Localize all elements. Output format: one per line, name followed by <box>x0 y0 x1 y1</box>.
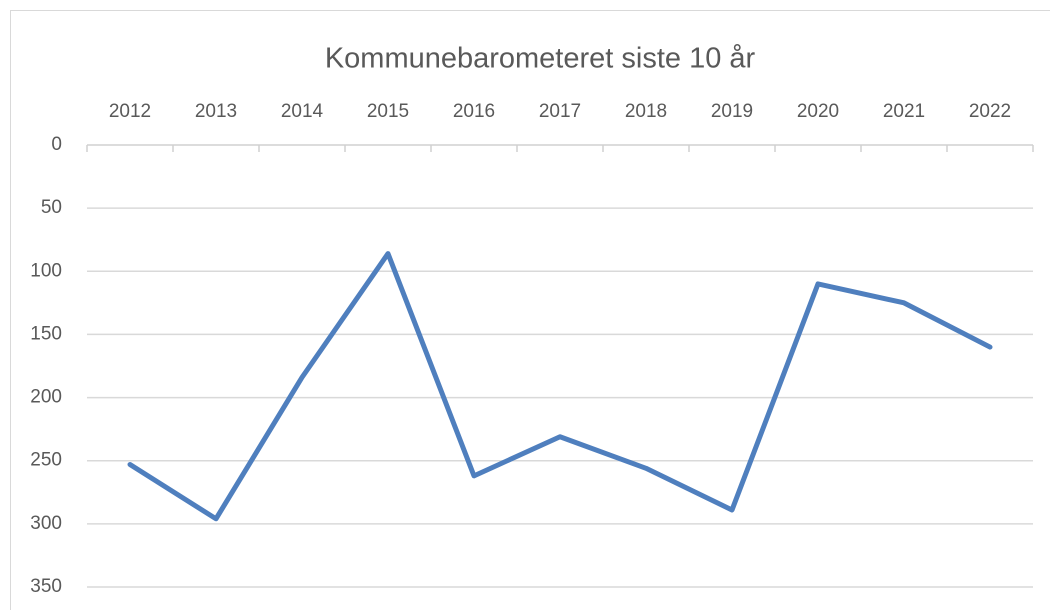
y-tick-label: 150 <box>30 323 62 344</box>
x-tick-label: 2020 <box>797 101 839 122</box>
x-tick-label: 2013 <box>195 101 237 122</box>
chart-frame <box>10 10 1050 610</box>
y-tick-label: 0 <box>51 134 62 155</box>
x-tick-label: 2015 <box>367 101 409 122</box>
data-line <box>127 251 993 522</box>
x-tick-label: 2021 <box>883 101 925 122</box>
y-tick-label: 200 <box>30 387 62 408</box>
y-tick-label: 300 <box>30 513 62 534</box>
y-tick-label: 350 <box>30 576 62 597</box>
y-tick-label: 50 <box>41 197 62 218</box>
chart-title: Kommunebarometeret siste 10 år <box>325 43 756 75</box>
x-tick-label: 2016 <box>453 101 495 122</box>
x-tick-label: 2014 <box>281 101 324 122</box>
y-tick-label: 100 <box>30 260 62 281</box>
x-tick-label: 2012 <box>109 101 151 122</box>
x-tick-label: 2018 <box>625 101 667 122</box>
x-tick-label: 2019 <box>711 101 753 122</box>
x-tick-label: 2022 <box>969 101 1011 122</box>
x-tick-label: 2017 <box>539 101 581 122</box>
y-tick-label: 250 <box>30 450 62 471</box>
